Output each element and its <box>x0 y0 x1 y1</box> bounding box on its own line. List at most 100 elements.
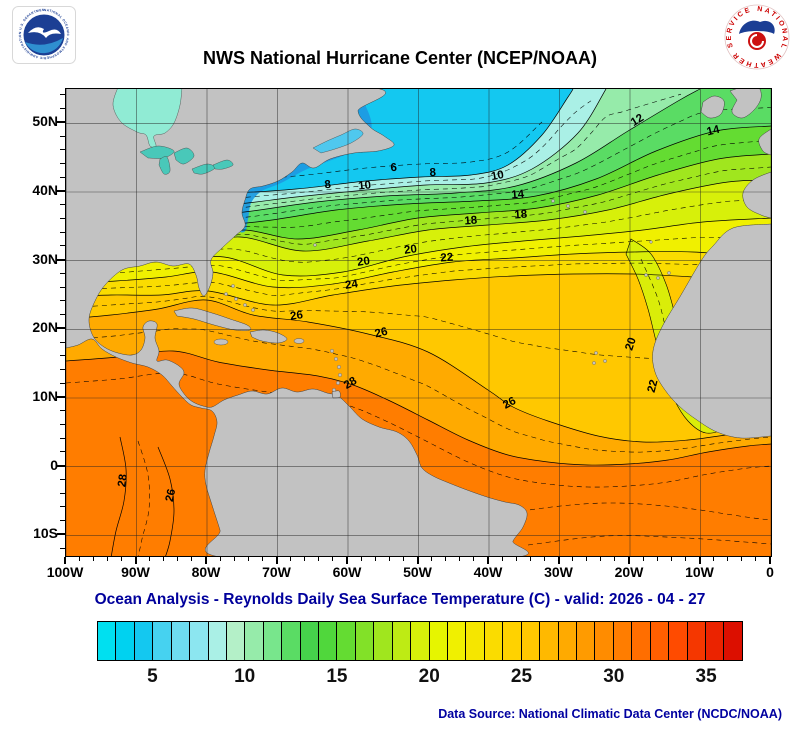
x-axis-label-20W: 20W <box>614 564 644 580</box>
colorbar-swatch-25C <box>521 622 541 660</box>
x-axis-tick <box>698 557 701 564</box>
great-lake <box>158 156 171 175</box>
x-axis-minor-tick <box>459 557 461 561</box>
x-axis-minor-tick <box>402 557 404 561</box>
contour-label-22: 22 <box>440 252 454 265</box>
island-bermuda <box>313 243 317 247</box>
colorbar-swatch-30C <box>613 622 633 660</box>
x-axis-tick <box>346 557 348 564</box>
island-puerto-rico <box>293 338 305 344</box>
colorbar-swatch-27C <box>558 622 577 660</box>
isotherm-tongue <box>625 238 725 434</box>
x-axis-label-90W: 90W <box>121 564 150 580</box>
contour-label-20: 20 <box>403 243 417 257</box>
island-cape-verde <box>594 351 598 355</box>
y-axis-tick <box>57 464 65 467</box>
isotherm-pacific-28 <box>110 436 127 556</box>
x-axis-minor-tick <box>318 557 320 561</box>
x-axis-minor-tick <box>755 557 757 561</box>
colorbar-swatch-35C <box>705 622 725 660</box>
contour-label-20: 20 <box>356 255 370 269</box>
y-axis-label-40N: 40N <box>32 182 58 198</box>
x-axis-label-40W: 40W <box>473 564 503 580</box>
x-axis-minor-tick <box>219 557 221 561</box>
land-iberia <box>742 171 771 219</box>
great-lake <box>173 147 195 165</box>
colorbar-swatch-7C <box>190 622 209 660</box>
colorbar-wrap: 5 10 15 20 25 30 35 <box>97 621 743 691</box>
x-axis-minor-tick <box>431 557 433 561</box>
colorbar-swatch-12C <box>282 622 301 660</box>
x-axis-minor-tick <box>614 557 616 561</box>
map-frame: 8 10 6 8 10 12 14 14 18 18 20 20 22 24 26 26 26 28 20 22 28 2… <box>65 88 772 557</box>
noaa-globe-lower <box>25 38 63 54</box>
island-antilles <box>338 373 342 377</box>
contour-label-6: 6 <box>390 162 397 174</box>
contour-label-26: 26 <box>374 326 389 341</box>
x-axis-minor-tick <box>684 557 686 561</box>
colorbar-swatch-28C <box>576 622 596 660</box>
colorbar-swatch-10C <box>245 622 264 660</box>
colorbar-tick-label-35: 35 <box>695 666 717 687</box>
island-azores <box>583 210 587 214</box>
y-axis-tick <box>57 258 65 261</box>
sst-map: 8 10 6 8 10 12 14 14 18 18 20 20 22 24 26 26 26 28 20 22 28 2… <box>66 89 771 556</box>
island-azores <box>551 199 555 203</box>
colorbar-swatch-8C <box>208 622 227 660</box>
x-axis-minor-tick <box>304 557 306 561</box>
x-axis-minor-tick <box>290 557 292 561</box>
colorbar-swatch-14C <box>319 622 338 660</box>
y-axis-label-10S: 10S <box>33 525 58 542</box>
x-axis-minor-tick <box>741 557 743 561</box>
contour-label-8: 8 <box>324 179 332 192</box>
colorbar-swatch-18C <box>392 622 412 660</box>
island-canary <box>644 273 648 277</box>
colorbar-swatch-6C <box>171 622 191 660</box>
colorbar-tick-label-30: 30 <box>603 666 625 687</box>
colorbar-swatch-5C <box>153 622 172 660</box>
x-axis-minor-tick <box>191 557 193 561</box>
isotherm-equatorial-2 <box>527 535 771 546</box>
colorbar-tick-label-5: 5 <box>147 666 158 687</box>
island-cuba <box>173 307 252 331</box>
colorbar-swatch-16C <box>355 622 375 660</box>
x-axis-label-10W: 10W <box>685 564 714 580</box>
x-axis-minor-tick <box>543 557 545 561</box>
island-cape-verde <box>603 359 607 363</box>
y-axis-label-30N: 30N <box>32 250 58 267</box>
x-axis-minor-tick <box>388 557 390 561</box>
colorbar-labels: 5 10 15 20 25 30 35 <box>97 666 743 692</box>
colorbar-swatch-26C <box>540 622 559 660</box>
x-axis-minor-tick <box>473 557 475 561</box>
nws-logo: NATIONAL WEATHER SERVICE <box>724 4 790 70</box>
nws-cloud-icon <box>739 20 775 34</box>
colorbar-swatch-9C <box>226 622 246 660</box>
land-ireland <box>700 95 725 119</box>
x-axis-minor-tick <box>261 557 263 561</box>
data-source-text: Data Source: National Climatic Data Cent… <box>438 707 782 721</box>
colorbar-swatch-33C <box>669 622 688 660</box>
contour-label-18: 18 <box>464 215 478 228</box>
colorbar-swatch-21C <box>448 622 467 660</box>
island-jamaica <box>213 338 229 346</box>
island-antilles <box>332 388 336 392</box>
land-britain <box>729 89 762 119</box>
land-americas <box>66 89 529 556</box>
contour-label-28: 28 <box>342 375 360 392</box>
contour-label-24: 24 <box>344 278 359 292</box>
x-axis-minor-tick <box>120 557 122 561</box>
contour-label-26: 26 <box>289 309 303 323</box>
x-axis-tick <box>134 557 137 564</box>
y-axis-label-50N: 50N <box>32 113 58 130</box>
great-lake <box>139 145 175 159</box>
island-bahamas <box>251 308 255 312</box>
x-axis-tick <box>628 557 630 564</box>
colorbar-tick-label-15: 15 <box>326 666 348 687</box>
colorbar <box>97 621 743 661</box>
contour-label-8: 8 <box>429 167 437 179</box>
contour-label-10: 10 <box>358 179 372 192</box>
x-axis-minor-tick <box>586 557 588 561</box>
island-canary <box>667 271 671 275</box>
island-antilles <box>330 349 334 353</box>
x-axis-label-60W: 60W <box>332 564 362 580</box>
